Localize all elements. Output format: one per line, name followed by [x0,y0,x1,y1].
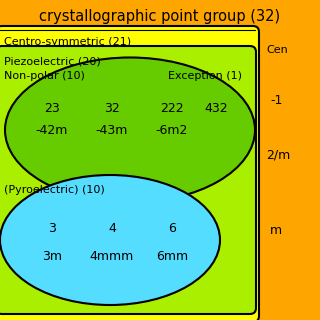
Text: -6m2: -6m2 [156,124,188,137]
Ellipse shape [0,175,220,305]
Text: 432: 432 [204,101,228,115]
Text: m: m [270,223,282,236]
Text: -43m: -43m [96,124,128,137]
Text: Exception (1): Exception (1) [168,71,242,81]
Text: 3: 3 [48,221,56,235]
Text: Piezoelectric (20): Piezoelectric (20) [4,57,101,67]
FancyBboxPatch shape [0,46,256,314]
Text: 6: 6 [168,221,176,235]
Text: -42m: -42m [36,124,68,137]
Text: 3m: 3m [42,250,62,262]
Text: 222: 222 [160,101,184,115]
Text: -1: -1 [270,93,282,107]
Text: 2/m: 2/m [266,148,290,162]
Text: crystallographic point group (32): crystallographic point group (32) [39,9,281,23]
Text: Cen: Cen [266,45,288,55]
FancyBboxPatch shape [0,26,259,320]
Text: Centro-symmetric (21): Centro-symmetric (21) [4,37,131,47]
Text: 32: 32 [104,101,120,115]
Text: 23: 23 [44,101,60,115]
Text: 6mm: 6mm [156,250,188,262]
Text: Non-polar (10): Non-polar (10) [4,71,85,81]
Text: (Pyroelectric) (10): (Pyroelectric) (10) [4,185,105,195]
Text: 4: 4 [108,221,116,235]
Ellipse shape [5,58,255,203]
Text: 4mmm: 4mmm [90,250,134,262]
